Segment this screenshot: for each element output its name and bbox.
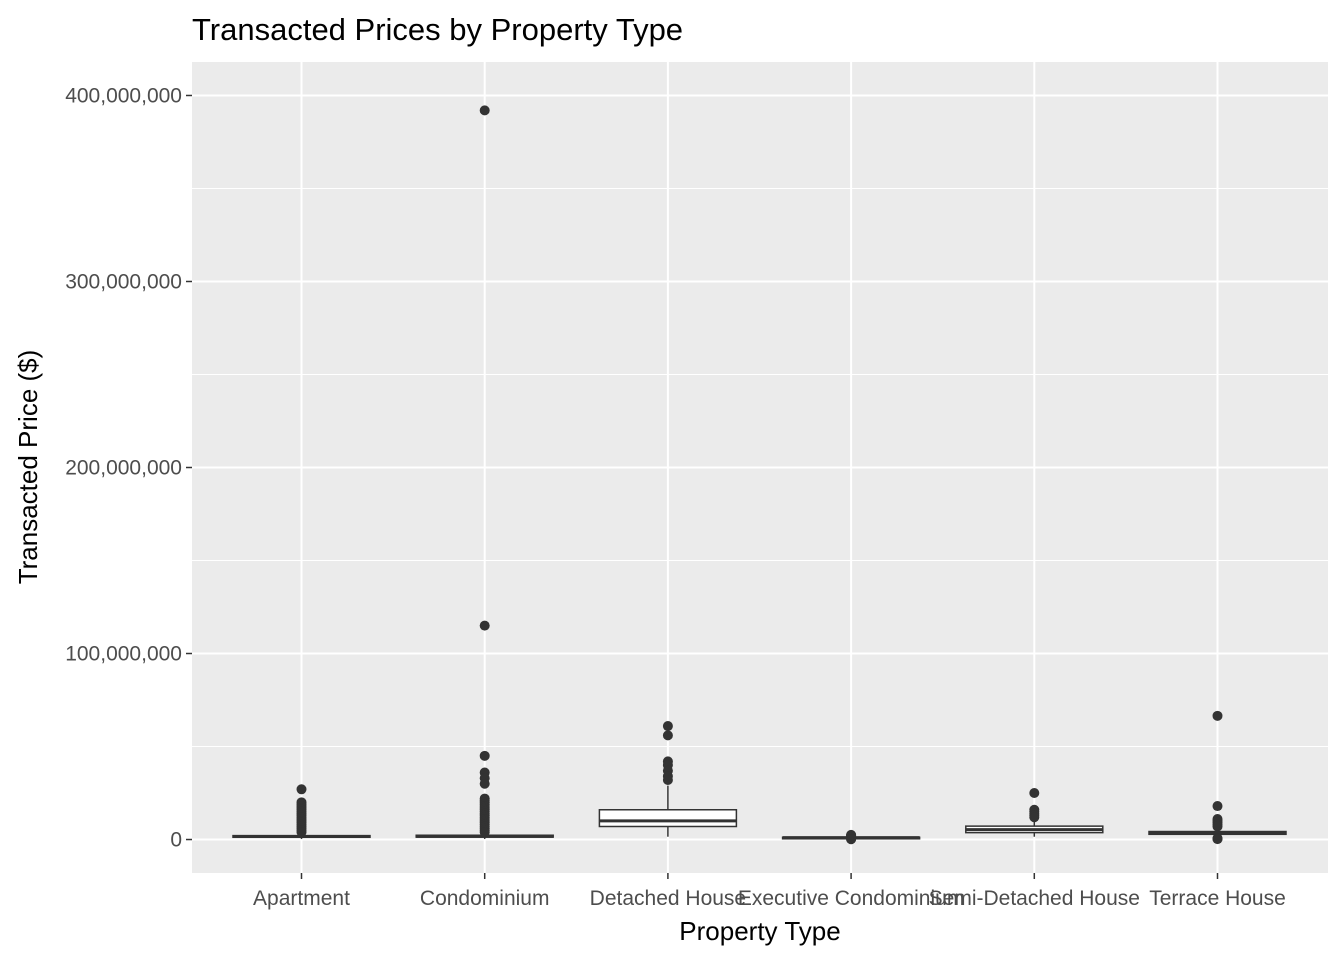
outlier-point (662, 774, 673, 785)
grid-major (192, 62, 1328, 873)
outlier-point (479, 778, 490, 789)
outlier-point (662, 730, 673, 741)
box-condominium (415, 105, 554, 839)
boxes-layer (232, 105, 1287, 845)
x-tick-label: Executive Condominium (738, 887, 964, 910)
grid-minor (192, 187, 1328, 748)
y-tick-label: 400,000,000 (65, 84, 182, 107)
box-apartment (232, 784, 371, 839)
outlier-point (479, 750, 490, 761)
y-axis-title: Transacted Price ($) (13, 350, 43, 585)
y-tick-label: 100,000,000 (65, 643, 182, 666)
x-tick-label: Terrace House (1149, 887, 1286, 910)
outlier-point (1029, 788, 1040, 799)
outlier-point (1212, 834, 1223, 845)
outlier-point (1212, 801, 1223, 812)
y-tick-label: 200,000,000 (65, 457, 182, 480)
x-tick-label: Condominium (420, 887, 550, 910)
x-tick-label: Semi-Detached House (929, 887, 1140, 910)
y-tick-label: 300,000,000 (65, 270, 182, 293)
outlier-point (479, 105, 490, 116)
y-tick-label: 0 (170, 829, 182, 852)
x-axis-title: Property Type (679, 916, 840, 946)
outlier-point (1029, 812, 1040, 823)
outlier-point (662, 721, 673, 732)
box-semi-detached-house (965, 788, 1104, 837)
y-axis-ticks: 0 100,000,000 200,000,000 300,000,000 400,00… (65, 84, 192, 852)
box-executive-condominium (781, 829, 921, 845)
x-tick-label: Apartment (253, 887, 350, 910)
x-tick-label: Detached House (590, 887, 746, 910)
outlier-point (479, 620, 490, 631)
x-axis-ticks: Apartment Condominium Detached HouseExecut… (253, 873, 1286, 910)
outlier-point (296, 784, 307, 795)
box-detached-house (598, 721, 738, 837)
outlier-point (479, 827, 490, 838)
outlier-point (846, 834, 857, 845)
outlier-point (296, 827, 307, 838)
box-iqr (598, 809, 738, 828)
chart-title: Transacted Prices by Property Type (192, 12, 683, 47)
box-terrace-house (1148, 710, 1287, 845)
outlier-point (1212, 821, 1223, 832)
outlier-point (1212, 710, 1223, 721)
